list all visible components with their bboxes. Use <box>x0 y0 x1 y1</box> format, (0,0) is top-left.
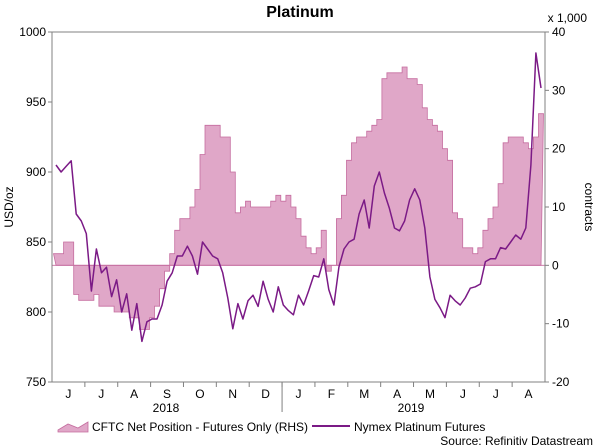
right-y-axis: -20 -10 0 10 20 30 40 <box>545 25 570 389</box>
month-label: N <box>228 387 237 401</box>
year-label-2019: 2019 <box>398 401 425 415</box>
legend: CFTC Net Position - Futures Only (RHS) N… <box>57 420 485 434</box>
right-tick-label: 40 <box>552 25 566 39</box>
month-label: O <box>195 387 204 401</box>
month-label: A <box>393 387 401 401</box>
left-y-axis: 750 800 850 900 950 1000 <box>19 25 52 389</box>
left-tick-label: 950 <box>26 95 46 109</box>
month-label: J <box>98 387 104 401</box>
right-tick-label: 20 <box>552 142 566 156</box>
legend-swatch-area <box>57 421 89 433</box>
month-label: D <box>261 387 270 401</box>
right-tick-label: 10 <box>552 200 566 214</box>
left-tick-label: 850 <box>26 235 46 249</box>
left-tick-label: 900 <box>26 165 46 179</box>
right-axis-label: contracts <box>582 183 596 232</box>
chart-title: Platinum <box>266 4 334 21</box>
right-tick-label: -20 <box>552 375 570 389</box>
year-label-2018: 2018 <box>153 401 180 415</box>
left-tick-label: 800 <box>26 305 46 319</box>
month-label: M <box>425 387 435 401</box>
nymex-platinum-line <box>55 52 542 343</box>
right-tick-label: 0 <box>552 258 559 272</box>
plot-frame <box>51 31 546 383</box>
right-axis-multiplier: x 1,000 <box>548 11 588 25</box>
source-note: Source: Refinitiv Datastream <box>440 434 593 448</box>
month-label: A <box>130 387 138 401</box>
left-tick-label: 1000 <box>19 25 46 39</box>
plot-area <box>52 52 545 343</box>
month-label: F <box>328 387 335 401</box>
month-label: J <box>460 387 466 401</box>
cftc-net-position-area <box>53 66 544 330</box>
month-label: J <box>493 387 499 401</box>
right-tick-label: -10 <box>552 317 570 331</box>
legend-label-nymex: Nymex Platinum Futures <box>354 420 485 434</box>
month-label: J <box>65 387 71 401</box>
left-axis-label: USD/oz <box>2 186 16 227</box>
legend-label-cftc: CFTC Net Position - Futures Only (RHS) <box>92 420 308 434</box>
month-label: M <box>359 387 369 401</box>
month-label: J <box>296 387 302 401</box>
month-label: A <box>525 387 533 401</box>
left-tick-label: 750 <box>26 375 46 389</box>
right-tick-label: 30 <box>552 83 566 97</box>
month-label: S <box>163 387 171 401</box>
